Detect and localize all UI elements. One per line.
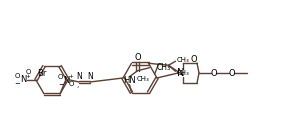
Text: CH₃: CH₃ bbox=[176, 57, 189, 63]
Text: HN: HN bbox=[123, 76, 136, 85]
Text: N: N bbox=[87, 72, 93, 81]
Text: CH₃: CH₃ bbox=[156, 63, 171, 72]
Text: −: − bbox=[58, 82, 64, 88]
Text: O: O bbox=[68, 81, 74, 87]
Text: N: N bbox=[63, 76, 69, 85]
Text: O: O bbox=[57, 74, 63, 80]
Text: O: O bbox=[191, 55, 197, 63]
Text: O: O bbox=[25, 69, 31, 75]
Text: CH₃: CH₃ bbox=[137, 76, 149, 82]
Text: Br: Br bbox=[37, 69, 47, 78]
Text: O: O bbox=[134, 53, 141, 62]
Text: N: N bbox=[76, 72, 82, 81]
Text: O: O bbox=[229, 68, 235, 78]
Text: −: − bbox=[14, 81, 20, 87]
Text: +: + bbox=[26, 74, 31, 78]
Text: O: O bbox=[211, 68, 217, 78]
Text: O: O bbox=[14, 73, 20, 79]
Text: ,: , bbox=[77, 82, 79, 88]
Text: N: N bbox=[20, 76, 26, 84]
Text: CH₃: CH₃ bbox=[176, 70, 189, 76]
Text: N: N bbox=[177, 68, 185, 78]
Text: +: + bbox=[69, 74, 73, 79]
